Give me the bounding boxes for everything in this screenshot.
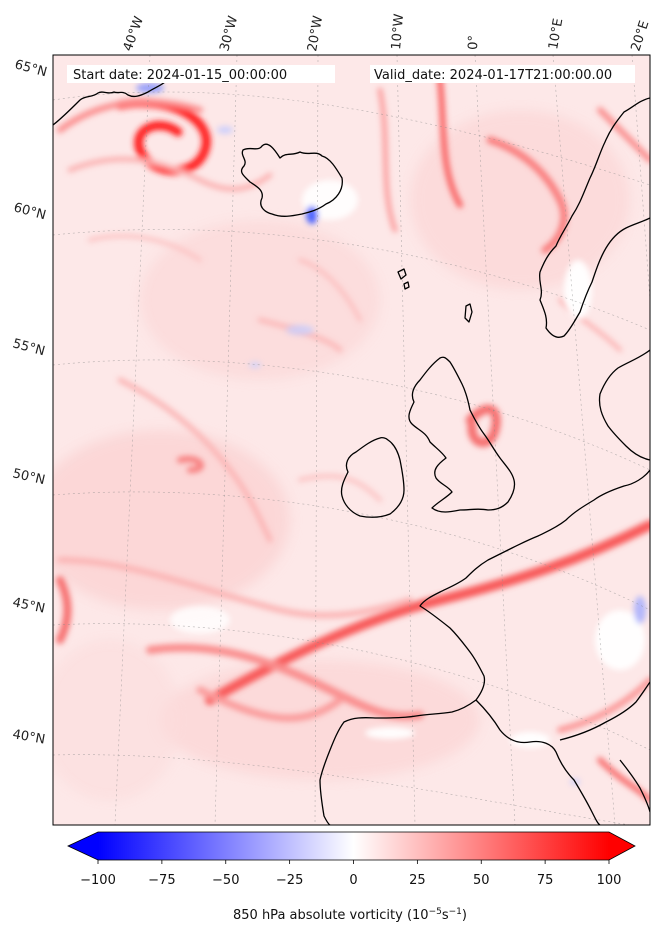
baltic-coast	[598, 349, 650, 461]
lat-label-40n: 40°N	[11, 727, 46, 747]
europe-coast	[319, 469, 650, 825]
lon-label-40w: 40°W	[121, 14, 147, 53]
lat-label-65n: 65°N	[13, 57, 49, 80]
faroe-islands	[397, 268, 410, 290]
colorbar-tick-label: 100	[597, 873, 622, 888]
colorbar-tick-label: 50	[473, 873, 490, 888]
colorbar-label: 850 hPa absolute vorticity (10−5s−1)	[233, 907, 467, 923]
longitude-labels: 40°W 30°W 20°W 10°W 0° 10°E 20°E	[121, 13, 653, 53]
map-panel: Start date: 2024-01-15_00:00:00 Valid_da…	[53, 55, 650, 825]
colorbar-tick-label: −75	[148, 873, 175, 888]
shetland-islands	[464, 303, 473, 323]
colorbar-tick-label: −100	[80, 873, 116, 888]
coastlines	[53, 81, 650, 825]
valid-date-box	[370, 65, 635, 83]
map-frame	[52, 54, 651, 826]
colorbar-extend-high	[609, 832, 635, 860]
colorbar-tick-label: 25	[409, 873, 426, 888]
start-date-box	[67, 65, 335, 83]
latitude-labels: 65°N 60°N 55°N 50°N 45°N 40°N	[11, 57, 49, 747]
lat-label-45n: 45°N	[11, 595, 46, 616]
lat-label-55n: 55°N	[11, 336, 47, 359]
lat-label-50n: 50°N	[11, 466, 46, 488]
lon-label-20e: 20°E	[629, 19, 653, 53]
colorbar: −100 −75 −50 −25 0 25 50 75 100 850 hPa absolute…	[67, 831, 636, 923]
start-date-label: Start date: 2024-01-15_00:00:00	[73, 68, 287, 83]
lon-label-10w: 10°W	[389, 13, 407, 50]
mediterranean-coast	[559, 681, 650, 741]
lon-label-10e: 10°E	[546, 17, 566, 50]
colorbar-tick-label: −50	[212, 873, 239, 888]
graticule	[53, 55, 650, 825]
great-britain-coast	[408, 356, 516, 513]
lon-label-30w: 30°W	[217, 14, 241, 53]
valid-date-label: Valid_date: 2024-01-17T21:00:00.00	[374, 68, 612, 83]
lat-label-60n: 60°N	[12, 200, 48, 223]
italy-coast	[619, 759, 650, 813]
colorbar-extend-low	[68, 832, 98, 860]
lon-label-20w: 20°W	[305, 15, 326, 53]
iberia-south-coast	[475, 699, 601, 825]
colorbar-gradient	[98, 832, 609, 860]
iceland-coast	[240, 143, 343, 217]
greenland-coast	[53, 81, 166, 126]
colorbar-ticks: −100 −75 −50 −25 0 25 50 75 100	[80, 860, 621, 888]
colorbar-tick-label: −25	[276, 873, 303, 888]
lon-label-0: 0°	[466, 35, 482, 50]
norway-coast	[538, 97, 650, 338]
colorbar-tick-label: 75	[537, 873, 554, 888]
ireland-coast	[340, 436, 405, 518]
colorbar-tick-label: 0	[349, 873, 357, 888]
